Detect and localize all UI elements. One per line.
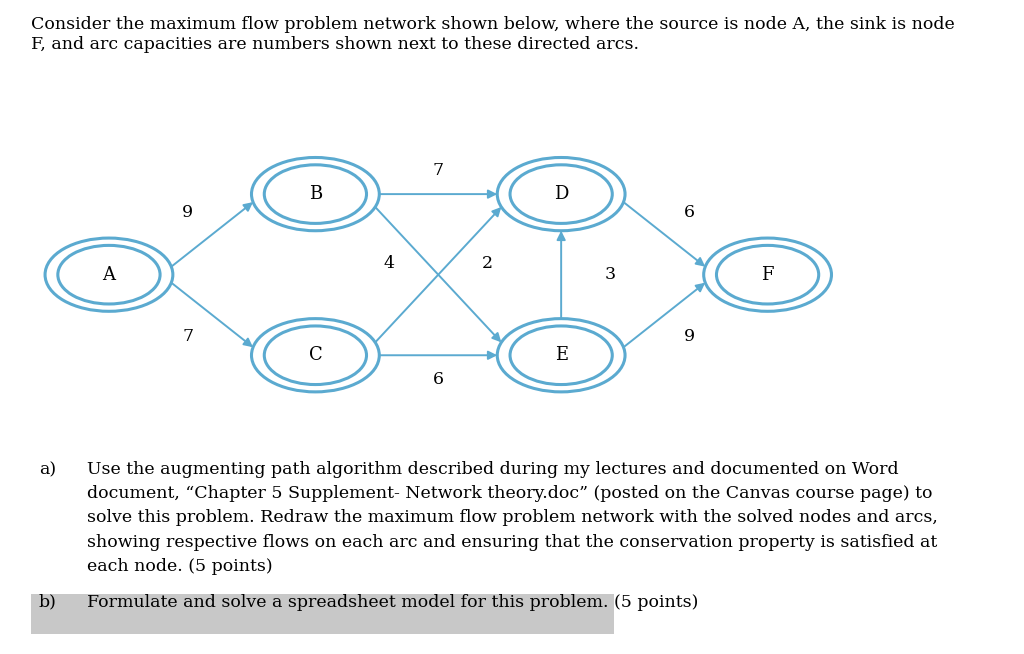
Text: D: D — [554, 185, 568, 203]
Ellipse shape — [498, 158, 625, 231]
Ellipse shape — [45, 238, 173, 311]
Ellipse shape — [498, 318, 625, 392]
FancyBboxPatch shape — [31, 594, 614, 634]
Text: Formulate and solve a spreadsheet model for this problem. (5 points): Formulate and solve a spreadsheet model … — [87, 594, 698, 611]
Text: 3: 3 — [605, 266, 615, 283]
Ellipse shape — [252, 318, 379, 392]
Text: 4: 4 — [384, 255, 394, 272]
Text: 7: 7 — [182, 328, 194, 345]
Text: F, and arc capacities are numbers shown next to these directed arcs.: F, and arc capacities are numbers shown … — [31, 36, 639, 53]
Text: 9: 9 — [182, 204, 194, 221]
Text: 7: 7 — [433, 162, 443, 179]
Text: C: C — [308, 346, 323, 364]
Text: B: B — [309, 185, 322, 203]
Text: a): a) — [39, 461, 56, 478]
Text: Use the augmenting path algorithm described during my lectures and documented on: Use the augmenting path algorithm descri… — [87, 461, 938, 575]
Text: F: F — [761, 266, 774, 284]
Text: 6: 6 — [433, 371, 443, 388]
Ellipse shape — [252, 158, 379, 231]
Text: b): b) — [39, 594, 56, 611]
Text: A: A — [102, 266, 116, 284]
Text: 9: 9 — [683, 328, 694, 345]
Text: 2: 2 — [482, 255, 493, 272]
Text: Consider the maximum flow problem network shown below, where the source is node : Consider the maximum flow problem networ… — [31, 16, 954, 33]
Text: E: E — [555, 346, 567, 364]
Text: 6: 6 — [683, 204, 694, 221]
Ellipse shape — [703, 238, 831, 311]
